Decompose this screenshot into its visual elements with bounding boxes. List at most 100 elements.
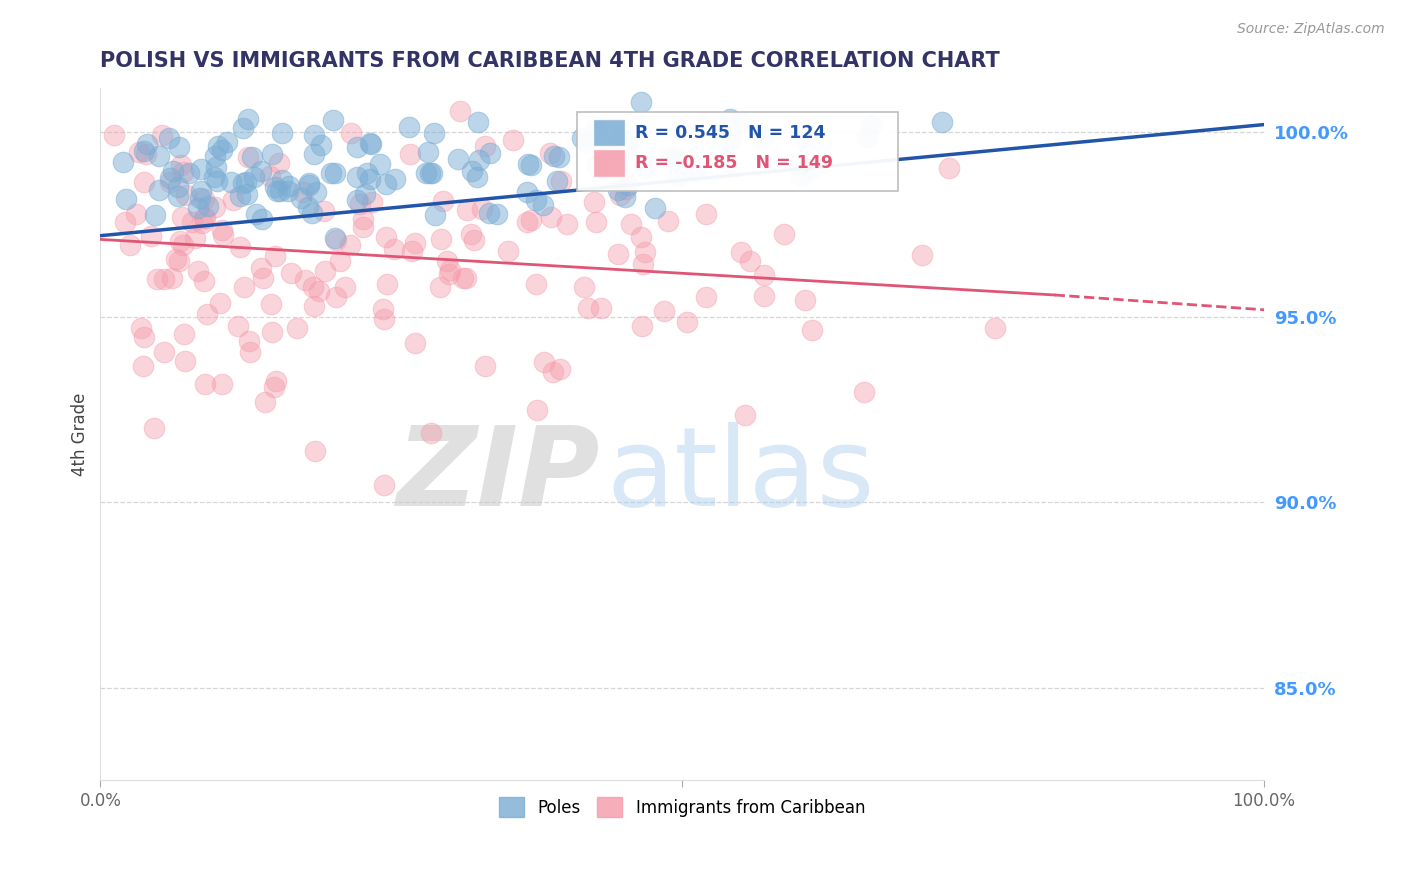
Point	[226, 318, 249, 333]
Point	[794, 133, 817, 147]
Point	[323, 166, 346, 180]
Point	[159, 170, 181, 185]
Point	[572, 280, 595, 294]
Point	[172, 210, 194, 224]
Point	[420, 166, 443, 180]
Point	[634, 161, 657, 176]
Point	[614, 182, 637, 196]
Point	[520, 158, 543, 172]
Point	[285, 321, 308, 335]
Point	[711, 130, 734, 145]
Point	[478, 145, 501, 160]
Point	[238, 334, 260, 348]
Point	[621, 132, 644, 146]
Point	[242, 169, 264, 184]
Point	[478, 205, 501, 219]
Point	[349, 197, 371, 211]
Point	[630, 95, 652, 110]
Point	[652, 304, 675, 318]
Point	[644, 201, 666, 215]
Point	[301, 206, 323, 220]
Point	[157, 131, 180, 145]
Point	[630, 229, 652, 244]
Point	[132, 144, 155, 158]
FancyBboxPatch shape	[592, 119, 626, 146]
Point	[752, 289, 775, 303]
Point	[166, 180, 188, 194]
Point	[375, 277, 398, 292]
Point	[384, 171, 406, 186]
Point	[683, 164, 706, 178]
Point	[211, 377, 233, 392]
Point	[193, 211, 215, 225]
FancyBboxPatch shape	[578, 112, 897, 192]
Point	[540, 211, 562, 225]
Point	[194, 377, 217, 392]
Point	[516, 215, 538, 229]
Point	[418, 145, 440, 159]
Point	[167, 189, 190, 203]
Point	[657, 214, 679, 228]
Point	[460, 227, 482, 241]
Point	[190, 184, 212, 198]
Point	[730, 244, 752, 259]
Text: R = 0.545   N = 124: R = 0.545 N = 124	[634, 124, 825, 142]
Point	[280, 266, 302, 280]
Point	[359, 172, 381, 186]
Point	[150, 128, 173, 142]
Point	[222, 193, 245, 207]
Point	[571, 131, 593, 145]
Point	[129, 321, 152, 335]
Point	[541, 365, 564, 379]
Point	[734, 408, 756, 422]
Point	[721, 132, 744, 146]
Point	[585, 214, 607, 228]
Point	[582, 195, 605, 210]
Point	[399, 147, 422, 161]
Point	[550, 174, 572, 188]
Point	[181, 215, 204, 229]
Point	[132, 359, 155, 373]
Text: Source: ZipAtlas.com: Source: ZipAtlas.com	[1237, 22, 1385, 37]
Point	[631, 318, 654, 333]
Point	[139, 229, 162, 244]
Point	[145, 208, 167, 222]
Point	[245, 207, 267, 221]
Point	[467, 115, 489, 129]
Point	[236, 150, 259, 164]
Point	[526, 402, 548, 417]
Point	[188, 191, 211, 205]
Point	[204, 161, 226, 175]
Point	[456, 203, 478, 218]
Point	[325, 291, 347, 305]
Point	[546, 174, 568, 188]
Point	[631, 256, 654, 270]
Point	[103, 128, 125, 142]
Point	[538, 145, 561, 160]
Point	[240, 149, 263, 163]
Point	[304, 299, 326, 313]
Point	[752, 268, 775, 283]
Point	[321, 166, 343, 180]
Point	[352, 220, 374, 235]
Point	[740, 254, 762, 268]
Point	[543, 149, 565, 163]
Point	[170, 158, 193, 172]
Legend: Poles, Immigrants from Caribbean: Poles, Immigrants from Caribbean	[492, 790, 872, 824]
Point	[373, 311, 395, 326]
Point	[346, 170, 368, 185]
Point	[533, 355, 555, 369]
Point	[159, 175, 181, 189]
Point	[135, 147, 157, 161]
Point	[205, 173, 228, 187]
Point	[346, 140, 368, 154]
Point	[617, 178, 640, 192]
Point	[606, 184, 628, 198]
Point	[187, 201, 209, 215]
Point	[576, 301, 599, 315]
Point	[298, 178, 321, 192]
Point	[931, 115, 953, 129]
Point	[800, 161, 823, 176]
Point	[232, 176, 254, 190]
Point	[239, 345, 262, 359]
